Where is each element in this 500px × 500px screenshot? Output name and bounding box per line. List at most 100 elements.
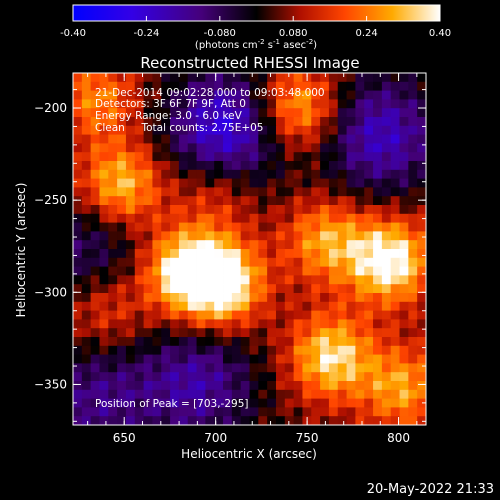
heatmap-cell	[258, 73, 268, 83]
heatmap-cell	[408, 178, 418, 188]
heatmap-cell	[214, 222, 224, 232]
heatmap-cell	[214, 389, 224, 399]
heatmap-cell	[275, 222, 286, 232]
heatmap-cell	[320, 143, 330, 153]
heatmap-cell	[152, 108, 162, 118]
heatmap-cell	[187, 231, 197, 241]
heatmap-cell	[328, 81, 339, 91]
heatmap-cell	[205, 134, 215, 144]
heatmap-cell	[275, 319, 286, 329]
heatmap-cell	[90, 187, 100, 197]
heatmap-cell	[161, 257, 171, 267]
heatmap-cell	[311, 310, 321, 320]
heatmap-cell	[267, 249, 277, 259]
heatmap-cell	[90, 231, 100, 241]
heatmap-cell	[267, 125, 277, 135]
heatmap-cell	[302, 249, 312, 259]
heatmap-cell	[73, 398, 83, 408]
heatmap-cell	[408, 249, 418, 259]
heatmap-cell	[214, 363, 224, 373]
heatmap-cell	[240, 416, 250, 425]
heatmap-cell	[293, 293, 303, 303]
heatmap-cell	[170, 125, 180, 135]
heatmap-cell	[399, 275, 409, 285]
heatmap-cell	[90, 372, 100, 382]
colorbar-tick-label: 0.40	[429, 28, 451, 39]
heatmap-cell	[267, 196, 277, 206]
heatmap-cell	[205, 152, 215, 162]
heatmap-cell	[408, 301, 418, 311]
heatmap-cell	[143, 213, 153, 223]
heatmap-cell	[328, 205, 339, 215]
heatmap-cell	[178, 310, 189, 320]
heatmap-cell	[373, 205, 383, 215]
heatmap-cell	[381, 134, 392, 144]
heatmap-cell	[328, 90, 339, 100]
heatmap-cell	[99, 187, 109, 197]
heatmap-cell	[284, 310, 295, 320]
heatmap-cell	[267, 213, 277, 223]
heatmap-cell	[302, 328, 312, 338]
heatmap-cell	[355, 143, 365, 153]
heatmap-cell	[355, 240, 365, 250]
heatmap-cell	[231, 337, 242, 347]
heatmap-cell	[161, 213, 171, 223]
heatmap-cell	[399, 345, 409, 355]
heatmap-cell	[417, 178, 426, 188]
heatmap-cell	[205, 90, 215, 100]
heatmap-cell	[223, 99, 233, 109]
heatmap-cell	[117, 319, 127, 329]
heatmap-cell	[328, 266, 339, 276]
heatmap-cell	[275, 345, 286, 355]
heatmap-cell	[108, 178, 118, 188]
heatmap-cell	[178, 222, 189, 232]
heatmap-cell	[108, 345, 118, 355]
heatmap-cell	[293, 240, 303, 250]
heatmap-cell	[108, 284, 118, 294]
heatmap-cell	[399, 152, 409, 162]
heatmap-cell	[417, 257, 426, 267]
heatmap-cell	[223, 178, 233, 188]
heatmap-cell	[143, 416, 153, 425]
heatmap-cell	[170, 205, 180, 215]
heatmap-cell	[214, 266, 224, 276]
heatmap-cell	[408, 257, 418, 267]
heatmap-cell	[108, 328, 118, 338]
heatmap-cell	[417, 231, 426, 241]
heatmap-cell	[81, 372, 92, 382]
heatmap-cell	[337, 372, 347, 382]
heatmap-cell	[81, 108, 92, 118]
heatmap-cell	[302, 90, 312, 100]
heatmap-cell	[81, 90, 92, 100]
heatmap-cell	[143, 354, 153, 364]
heatmap-cell	[196, 416, 206, 425]
heatmap-cell	[346, 81, 356, 91]
heatmap-cell	[161, 73, 171, 83]
heatmap-cell	[99, 328, 109, 338]
heatmap-cell	[355, 257, 365, 267]
heatmap-cell	[399, 293, 409, 303]
heatmap-cell	[337, 205, 347, 215]
heatmap-cell	[240, 310, 250, 320]
heatmap-cell	[417, 266, 426, 276]
heatmap-cell	[337, 240, 347, 250]
heatmap-cell	[417, 187, 426, 197]
heatmap-cell	[134, 161, 144, 171]
heatmap-cell	[302, 266, 312, 276]
heatmap-cell	[231, 178, 242, 188]
heatmap-cell	[134, 213, 144, 223]
heatmap-cell	[355, 90, 365, 100]
heatmap-cell	[346, 381, 356, 391]
heatmap-cell	[117, 345, 127, 355]
heatmap-cell	[408, 310, 418, 320]
heatmap-cell	[373, 125, 383, 135]
heatmap-cell	[152, 81, 162, 91]
heatmap-cell	[178, 213, 189, 223]
heatmap-cell	[152, 240, 162, 250]
heatmap-cell	[134, 266, 144, 276]
heatmap-cell	[240, 257, 250, 267]
heatmap-cell	[231, 90, 242, 100]
heatmap-cell	[205, 416, 215, 425]
heatmap-cell	[178, 301, 189, 311]
heatmap-cell	[187, 143, 197, 153]
